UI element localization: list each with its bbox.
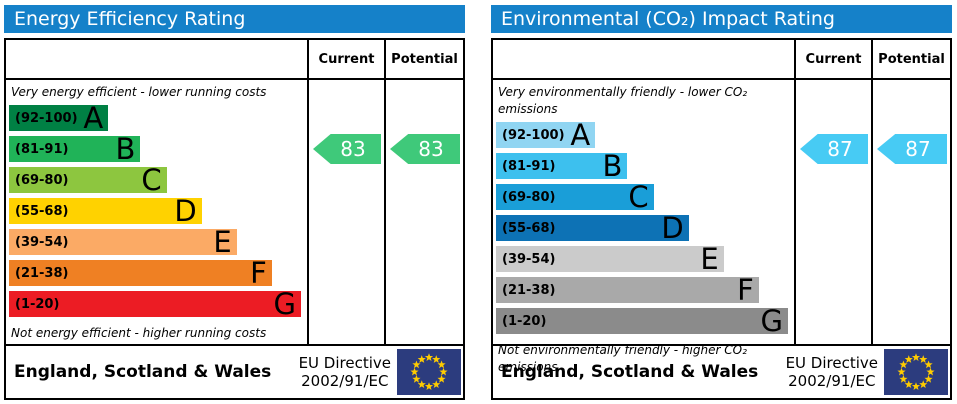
rating-band-e: (39-54) E xyxy=(9,225,237,259)
rating-band-e: (39-54) E xyxy=(496,242,724,276)
band-range-label: (81-91) xyxy=(15,141,69,157)
band-range-label: (69-80) xyxy=(502,189,556,205)
environmental-region-label: England, Scotland & Wales xyxy=(501,362,759,382)
environmental-eu-directive-line2: 2002/91/EC xyxy=(788,372,876,390)
band-range-label: (55-68) xyxy=(15,203,69,219)
band-letter: F xyxy=(737,273,754,307)
energy-panel-title: Energy Efficiency Rating xyxy=(4,5,465,33)
environmental-band-list: (92-100) A (81-91) B (69-80) C (55-68) D (39-54)… xyxy=(496,118,788,339)
eu-flag-icon xyxy=(884,349,948,395)
environmental-table-header-row: Current Potential xyxy=(493,40,950,80)
environmental-eu-directive-line1: EU Directive xyxy=(785,354,878,372)
rating-band-f: (21-38) F xyxy=(496,273,759,307)
energy-table-header-row: Current Potential xyxy=(6,40,463,80)
band-range-label: (39-54) xyxy=(502,251,556,267)
band-letter: A xyxy=(570,118,591,152)
environmental-current-cell: 87 xyxy=(796,80,873,344)
band-range-label: (92-100) xyxy=(502,127,565,143)
current-rating-arrow: 83 xyxy=(313,134,381,164)
energy-table-footer: England, Scotland & Wales EU Directive 2… xyxy=(6,344,463,398)
energy-eu-directive-line1: EU Directive xyxy=(298,354,391,372)
potential-rating-arrow: 83 xyxy=(390,134,460,164)
band-letter: C xyxy=(141,163,162,197)
eu-flag-icon xyxy=(397,349,461,395)
environmental-current-column-header: Current xyxy=(796,40,873,78)
rating-band-d: (55-68) D xyxy=(9,194,202,228)
energy-bottom-note: Not energy efficient - higher running co… xyxy=(11,326,267,340)
rating-band-f: (21-38) F xyxy=(9,256,272,290)
band-letter: A xyxy=(83,101,104,135)
band-letter: D xyxy=(174,194,197,228)
energy-eu-directive-line2: 2002/91/EC xyxy=(301,372,389,390)
energy-top-note: Very energy efficient - lower running co… xyxy=(11,85,267,99)
energy-region-label: England, Scotland & Wales xyxy=(14,362,272,382)
environmental-rating-table: Current Potential Very environmentally f… xyxy=(491,38,952,400)
environmental-table-body: Very environmentally friendly - lower CO… xyxy=(493,80,950,374)
potential-rating-arrow: 87 xyxy=(877,134,947,164)
band-letter: B xyxy=(115,132,136,166)
band-letter: F xyxy=(250,256,267,290)
environmental-panel-title: Environmental (CO₂) Impact Rating xyxy=(491,5,952,33)
rating-band-a: (92-100) A xyxy=(496,118,596,152)
environmental-bottom-note: Not environmentally friendly - higher CO… xyxy=(498,343,747,374)
energy-potential-column-header: Potential xyxy=(391,51,458,67)
energy-table-body: Very energy efficient - lower running co… xyxy=(6,80,463,344)
band-range-label: (55-68) xyxy=(502,220,556,236)
energy-current-cell: 83 xyxy=(309,80,386,344)
environmental-impact-panel: Environmental (CO₂) Impact Rating Curren… xyxy=(491,5,952,400)
band-letter: D xyxy=(661,211,684,245)
band-letter: G xyxy=(273,287,296,321)
band-range-label: (1-20) xyxy=(502,313,547,329)
environmental-potential-column-header: Potential xyxy=(878,51,945,67)
current-rating-arrow: 87 xyxy=(800,134,868,164)
energy-bands-area: Very energy efficient - lower running co… xyxy=(6,80,309,344)
band-range-label: (39-54) xyxy=(15,234,69,250)
environmental-header-spacer xyxy=(493,40,796,78)
energy-rating-table: Current Potential Very energy efficient … xyxy=(4,38,465,400)
rating-band-b: (81-91) B xyxy=(496,149,628,183)
energy-efficiency-panel: Energy Efficiency Rating Current Potenti… xyxy=(4,5,465,400)
energy-header-spacer xyxy=(6,40,309,78)
band-letter: B xyxy=(602,149,623,183)
band-range-label: (69-80) xyxy=(15,172,69,188)
rating-band-c: (69-80) C xyxy=(496,180,654,214)
energy-eu-directive-label: EU Directive 2002/91/EC xyxy=(299,354,391,390)
energy-current-column-header: Current xyxy=(309,40,386,78)
band-letter: G xyxy=(760,304,783,338)
band-letter: E xyxy=(700,242,719,276)
band-letter: C xyxy=(628,180,649,214)
rating-band-b: (81-91) B xyxy=(9,132,141,166)
rating-band-d: (55-68) D xyxy=(496,211,689,245)
band-range-label: (21-38) xyxy=(15,265,69,281)
rating-band-a: (92-100) A xyxy=(9,101,109,135)
environmental-bands-area: Very environmentally friendly - lower CO… xyxy=(493,80,796,374)
band-letter: E xyxy=(213,225,232,259)
band-range-label: (81-91) xyxy=(502,158,556,174)
rating-band-c: (69-80) C xyxy=(9,163,167,197)
energy-band-list: (92-100) A (81-91) B (69-80) C (55-68) D (39-54)… xyxy=(9,101,301,322)
environmental-potential-cell: 87 xyxy=(873,80,950,344)
energy-potential-cell: 83 xyxy=(386,80,463,344)
rating-band-g: (1-20) G xyxy=(496,304,788,338)
environmental-table-footer: England, Scotland & Wales EU Directive 2… xyxy=(493,344,950,398)
environmental-top-note: Very environmentally friendly - lower CO… xyxy=(498,85,748,116)
band-range-label: (92-100) xyxy=(15,110,78,126)
environmental-eu-directive-label: EU Directive 2002/91/EC xyxy=(786,354,878,390)
rating-band-g: (1-20) G xyxy=(9,287,301,321)
band-range-label: (1-20) xyxy=(15,296,60,312)
band-range-label: (21-38) xyxy=(502,282,556,298)
